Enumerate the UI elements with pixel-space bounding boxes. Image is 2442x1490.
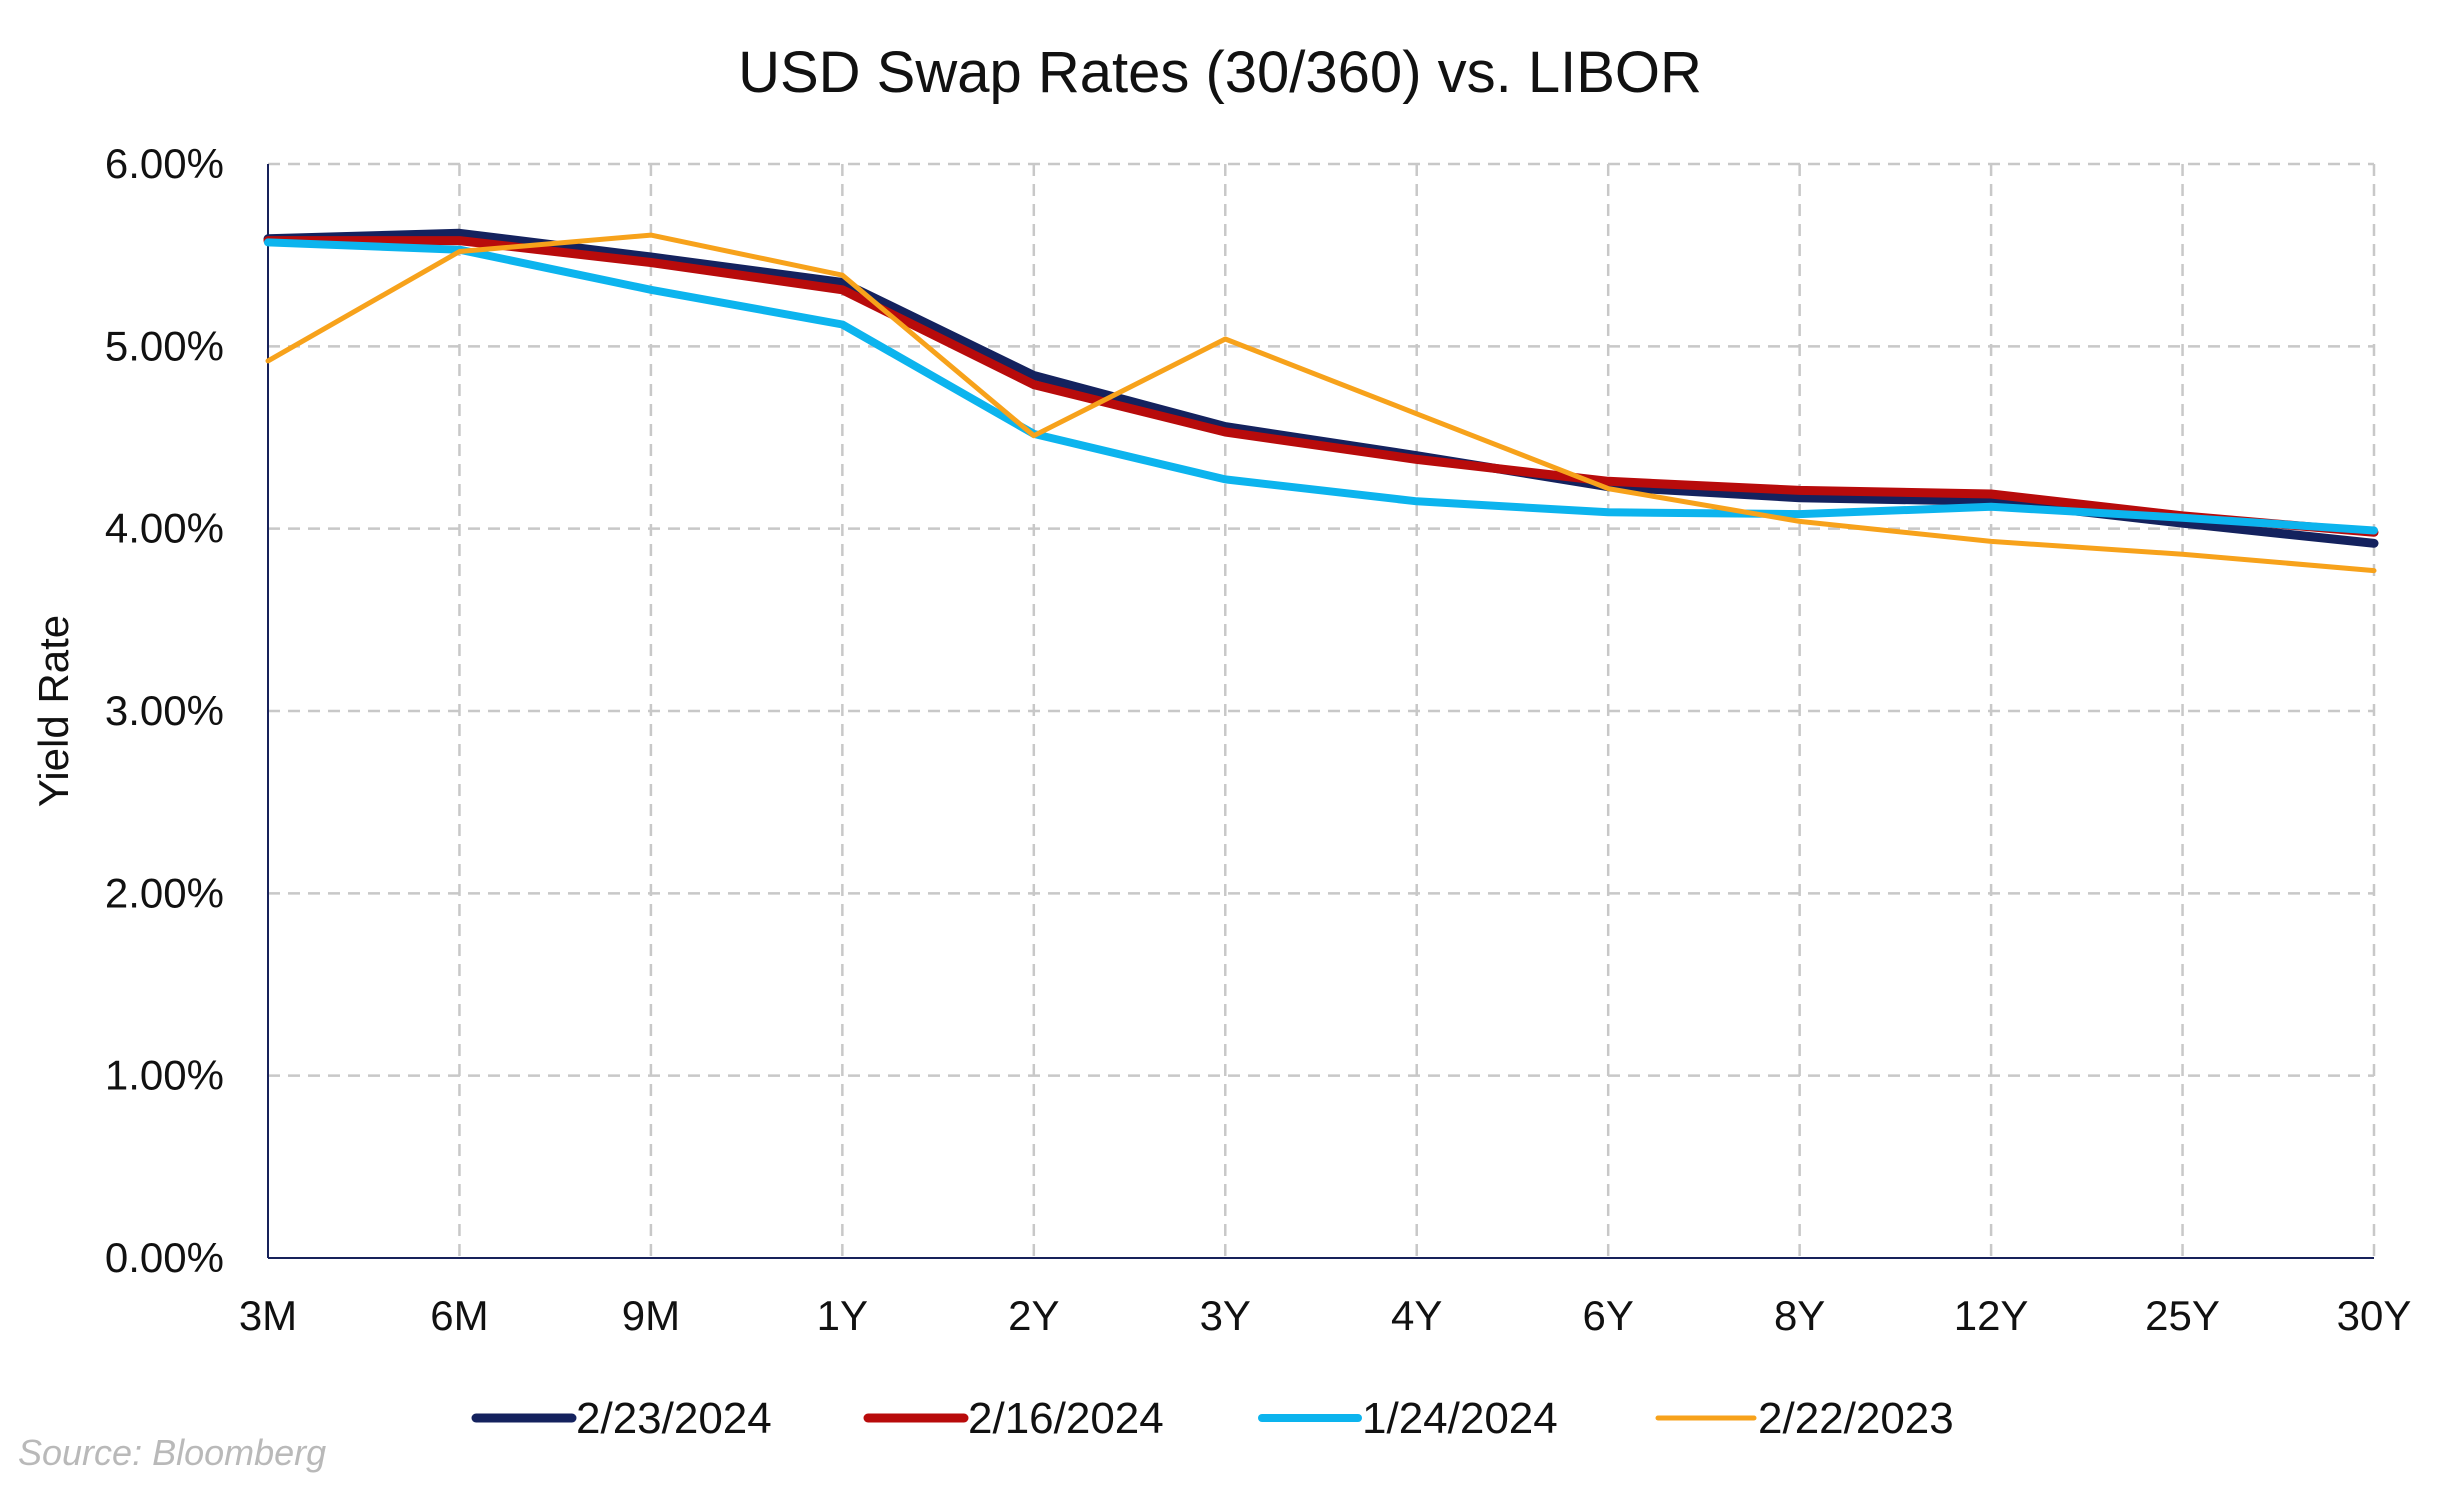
axes bbox=[267, 164, 2374, 1259]
series-line-2-16-2024 bbox=[263, 236, 2379, 537]
y-tick-label: 2.00% bbox=[105, 869, 224, 916]
x-tick-label: 4Y bbox=[1391, 1292, 1442, 1339]
legend-label: 2/22/2023 bbox=[1758, 1394, 1954, 1443]
x-tick-label: 9M bbox=[622, 1292, 680, 1339]
legend-label: 2/16/2024 bbox=[968, 1394, 1164, 1443]
legend-label: 2/23/2024 bbox=[576, 1394, 772, 1443]
x-tick-labels: 3M 6M 9M 1Y 2Y 3Y 4Y 6Y 8Y 12Y 25Y 30Y bbox=[239, 1292, 2412, 1339]
series-line-2-22-2023 bbox=[265, 232, 2377, 574]
chart-title: USD Swap Rates (30/360) vs. LIBOR bbox=[738, 40, 1702, 105]
source-note: Source: Bloomberg bbox=[18, 1432, 326, 1473]
series-lines bbox=[263, 228, 2379, 574]
x-tick-label: 6Y bbox=[1582, 1292, 1633, 1339]
legend: 2/23/2024 2/16/2024 1/24/2024 2/22/2023 bbox=[471, 1394, 1954, 1443]
y-tick-label: 1.00% bbox=[105, 1052, 224, 1099]
y-tick-label: 0.00% bbox=[105, 1234, 224, 1281]
y-tick-label: 3.00% bbox=[105, 687, 224, 734]
y-tick-labels: 0.00% 1.00% 2.00% 3.00% 4.00% 5.00% 6.00% bbox=[105, 140, 224, 1281]
x-tick-label: 30Y bbox=[2337, 1292, 2412, 1339]
gridlines bbox=[268, 162, 2376, 1258]
x-tick-label: 25Y bbox=[2145, 1292, 2220, 1339]
y-axis-label: Yield Rate bbox=[30, 615, 77, 807]
x-tick-label: 2Y bbox=[1008, 1292, 1059, 1339]
y-tick-label: 6.00% bbox=[105, 140, 224, 187]
x-tick-label: 3Y bbox=[1200, 1292, 1251, 1339]
x-tick-label: 6M bbox=[430, 1292, 488, 1339]
y-tick-label: 4.00% bbox=[105, 505, 224, 552]
y-tick-label: 5.00% bbox=[105, 322, 224, 369]
legend-label: 1/24/2024 bbox=[1362, 1394, 1558, 1443]
x-tick-label: 3M bbox=[239, 1292, 297, 1339]
x-tick-label: 12Y bbox=[1954, 1292, 2029, 1339]
x-tick-label: 1Y bbox=[817, 1292, 868, 1339]
series-line-1-24-2024 bbox=[264, 238, 2378, 535]
x-tick-label: 8Y bbox=[1774, 1292, 1825, 1339]
